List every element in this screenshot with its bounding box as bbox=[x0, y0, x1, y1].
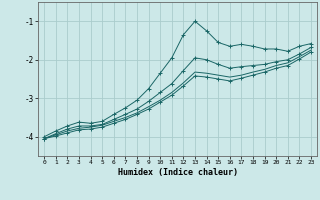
X-axis label: Humidex (Indice chaleur): Humidex (Indice chaleur) bbox=[118, 168, 238, 177]
